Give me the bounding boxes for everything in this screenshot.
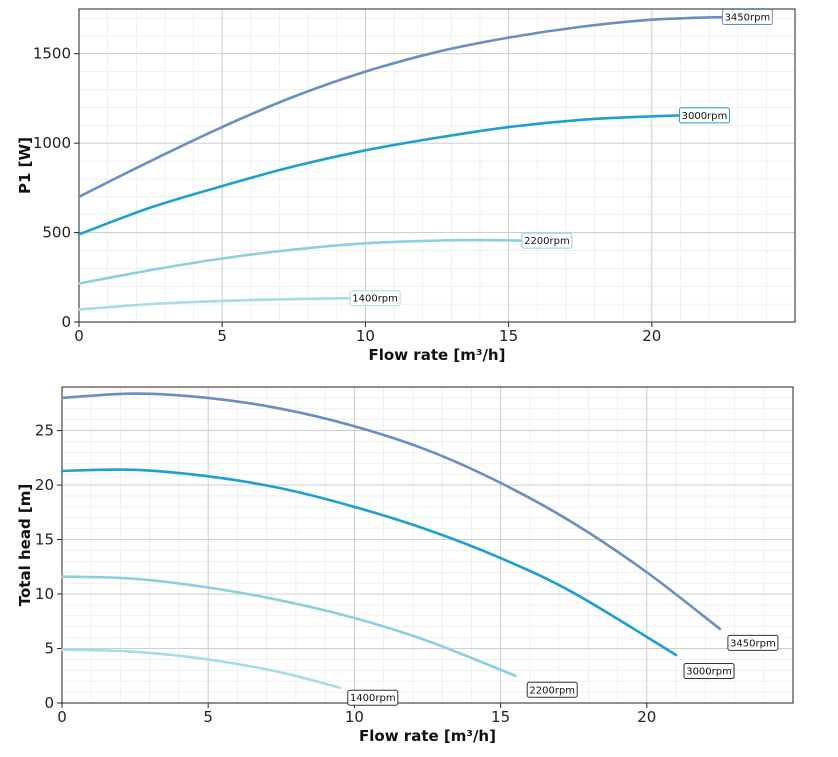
series-line-1400rpm <box>77 296 353 311</box>
y-tick-label: 5 <box>44 640 54 658</box>
y-axis-label: P1 [W] <box>16 137 34 194</box>
series-label-2200rpm: 2200rpm <box>521 232 573 249</box>
series-label-text: 3450rpm <box>725 13 771 24</box>
series-label-3450rpm: 3450rpm <box>721 9 773 26</box>
x-tick-label: 15 <box>491 708 510 726</box>
series-label-text: 2200rpm <box>529 685 575 696</box>
x-tick-label: 10 <box>356 327 375 345</box>
x-tick-label: 15 <box>499 327 518 345</box>
minor-grid <box>78 9 796 323</box>
x-tick-label: 20 <box>637 708 656 726</box>
series-line-2200rpm <box>60 575 517 678</box>
series-label-text: 3000rpm <box>682 111 728 122</box>
x-axis-label: Flow rate [m³/h] <box>359 727 496 745</box>
x-axis-label: Flow rate [m³/h] <box>369 346 506 364</box>
y-tick-label: 25 <box>35 422 54 440</box>
y-tick-label: 20 <box>35 476 54 494</box>
series-label-text: 3000rpm <box>686 667 732 678</box>
plot-frame <box>61 386 794 704</box>
series-label-box <box>349 290 401 307</box>
series-label-text: 1400rpm <box>352 294 398 305</box>
y-tick-label: 1500 <box>33 45 71 63</box>
series-line-1400rpm <box>60 648 342 690</box>
series-line-3450rpm <box>77 15 725 199</box>
minor-grid <box>61 386 794 704</box>
series-label-3450rpm: 3450rpm <box>727 634 779 651</box>
series-label-text: 3450rpm <box>730 638 776 649</box>
x-tick-label: 5 <box>203 708 213 726</box>
major-grid <box>78 9 795 323</box>
series-label-1400rpm: 1400rpm <box>349 290 401 307</box>
series-label-1400rpm: 1400rpm <box>347 689 399 706</box>
series-label-2200rpm: 2200rpm <box>526 681 578 698</box>
series-label-text: 2200rpm <box>524 236 570 247</box>
series-label-box <box>721 9 773 26</box>
series-label-3000rpm: 3000rpm <box>683 663 735 680</box>
series-line-2200rpm <box>77 238 525 285</box>
y-tick-label: 1000 <box>33 134 71 152</box>
x-tick-label: 10 <box>345 708 364 726</box>
x-tick-label: 0 <box>74 327 84 345</box>
x-tick-label: 20 <box>642 327 661 345</box>
plot-frame <box>78 8 796 323</box>
x-tick-label: 5 <box>217 327 227 345</box>
series-label-box <box>347 689 399 706</box>
y-axis-label: Total head [m] <box>16 484 34 606</box>
power-chart: 0 5 10 15 20 0 500 1000 1500 Flow rate [m³/h] P1 [… <box>16 8 796 364</box>
series-label-box <box>683 663 735 680</box>
series-line-3000rpm <box>60 468 678 657</box>
series-label-box <box>727 634 779 651</box>
series-label-box <box>521 232 573 249</box>
y-tick-label: 15 <box>35 531 54 549</box>
series-label-3000rpm: 3000rpm <box>678 107 730 124</box>
series-label-box <box>678 107 730 124</box>
y-tick-label: 0 <box>61 313 71 331</box>
y-tick-label: 500 <box>42 224 71 242</box>
series-line-3450rpm <box>60 392 722 631</box>
y-tick-label: 10 <box>35 585 54 603</box>
series-label-box <box>526 681 578 698</box>
head-chart: 0 5 10 15 20 0 5 10 15 20 25 Flow rate [m³/h] Total … <box>16 386 794 745</box>
series-label-text: 1400rpm <box>350 693 396 704</box>
series-line-3000rpm <box>77 114 682 236</box>
x-tick-label: 0 <box>57 708 67 726</box>
y-tick-label: 0 <box>44 694 54 712</box>
